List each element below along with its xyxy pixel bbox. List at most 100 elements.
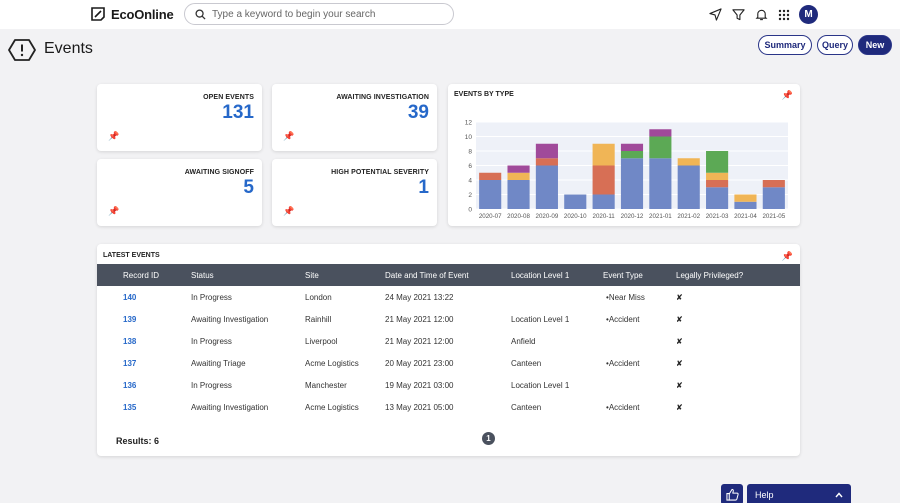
kpi-card-awaiting-signoff[interactable]: AWAITING SIGNOFF 5 📌 xyxy=(97,159,262,226)
bar-segment-2021-02-series-2[interactable] xyxy=(677,158,700,166)
bar-segment-2020-12-series-3[interactable] xyxy=(620,151,644,159)
kpi-card-open-events[interactable]: OPEN EVENTS 131 📌 xyxy=(97,84,262,151)
column-header[interactable]: Date and Time of Event xyxy=(385,270,469,280)
status-cell: Awaiting Investigation xyxy=(191,402,269,412)
bar-segment-2021-03-series-1[interactable] xyxy=(706,180,729,188)
record-id-link[interactable]: 137 xyxy=(123,358,137,368)
table-row[interactable]: 137 Awaiting Triage Acme Logistics 20 May 2… xyxy=(97,352,800,374)
bar-segment-2020-10-series-0[interactable] xyxy=(564,194,587,210)
y-tick-label: 10 xyxy=(465,134,473,141)
bar-segment-2020-08-series-0[interactable] xyxy=(507,180,530,209)
results-count: Results: 6 xyxy=(116,436,160,446)
column-header[interactable]: Site xyxy=(305,270,319,280)
y-tick-label: 8 xyxy=(468,149,472,156)
bar-segment-2021-01-series-0[interactable] xyxy=(649,158,672,209)
ecoonline-logo[interactable]: EcoOnline xyxy=(90,6,174,22)
x-tick-label: 2021-02 xyxy=(677,213,700,220)
feedback-button[interactable] xyxy=(721,484,743,503)
bar-segment-2021-01-series-4[interactable] xyxy=(649,129,672,137)
bar-segment-2020-11-series-1[interactable] xyxy=(592,165,615,195)
bar-segment-2021-03-series-0[interactable] xyxy=(706,187,729,209)
table-row[interactable]: 138 In Progress Liverpool 21 May 2021 12:00… xyxy=(97,330,800,352)
column-header[interactable]: Event Type xyxy=(603,270,643,280)
bar-segment-2020-09-series-0[interactable] xyxy=(535,165,558,210)
record-id-link[interactable]: 135 xyxy=(123,402,137,412)
bar-segment-2020-12-series-4[interactable] xyxy=(620,143,644,151)
record-id-link[interactable]: 140 xyxy=(123,292,137,302)
x-tick-label: 2020-09 xyxy=(536,213,559,220)
y-tick-label: 0 xyxy=(468,207,472,214)
apps-grid-icon[interactable] xyxy=(776,7,792,23)
location-cell: Anfield xyxy=(511,336,536,346)
y-tick-label: 12 xyxy=(465,120,473,127)
bar-segment-2021-01-series-3[interactable] xyxy=(649,136,672,159)
summary-button[interactable]: Summary xyxy=(758,35,812,55)
kpi-card-awaiting-investigation[interactable]: AWAITING INVESTIGATION 39 📌 xyxy=(272,84,437,151)
bar-segment-2020-08-series-4[interactable] xyxy=(507,165,530,173)
bar-segment-2021-05-series-0[interactable] xyxy=(762,187,785,209)
query-button[interactable]: Query xyxy=(817,35,853,55)
record-id-link[interactable]: 139 xyxy=(123,314,137,324)
pin-icon[interactable]: 📌 xyxy=(781,90,793,100)
status-cell: In Progress xyxy=(191,292,232,302)
bullet-icon: • xyxy=(606,292,609,302)
bar-segment-2021-03-series-3[interactable] xyxy=(706,151,729,173)
record-id-link[interactable]: 136 xyxy=(123,380,137,390)
pin-icon[interactable]: 📌 xyxy=(283,206,295,216)
new-button[interactable]: New xyxy=(858,35,892,55)
search-icon xyxy=(195,8,206,20)
location-cell: Location Level 1 xyxy=(511,314,570,324)
x-tick-label: 2021-05 xyxy=(762,213,785,220)
bar-segment-2020-07-series-0[interactable] xyxy=(479,180,502,209)
user-avatar[interactable]: M xyxy=(799,5,818,24)
bar-segment-2021-05-series-1[interactable] xyxy=(762,180,785,188)
status-cell: Awaiting Investigation xyxy=(191,314,269,324)
pin-icon[interactable]: 📌 xyxy=(108,131,120,141)
bar-segment-2020-11-series-0[interactable] xyxy=(592,194,615,210)
pin-icon[interactable]: 📌 xyxy=(108,206,120,216)
bullet-icon: • xyxy=(606,358,609,368)
bar-segment-2020-08-series-2[interactable] xyxy=(507,172,530,180)
bar-segment-2020-09-series-1[interactable] xyxy=(535,158,558,166)
bar-segment-2020-12-series-0[interactable] xyxy=(620,158,644,209)
event-type-cell: Near Miss xyxy=(608,292,645,302)
table-row[interactable]: 139 Awaiting Investigation Rainhill 21 May … xyxy=(97,308,800,330)
y-tick-label: 4 xyxy=(468,178,472,185)
column-header[interactable]: Record ID xyxy=(123,270,160,280)
kpi-card-high-potential-severity[interactable]: HIGH POTENTIAL SEVERITY 1 📌 xyxy=(272,159,437,226)
site-cell: Liverpool xyxy=(305,336,338,346)
bar-segment-2021-03-series-2[interactable] xyxy=(706,172,729,180)
search-input[interactable] xyxy=(212,8,442,20)
location-cell: Location Level 1 xyxy=(511,380,570,390)
kpi-value: 1 xyxy=(418,177,429,198)
datetime-cell: 24 May 2021 13:22 xyxy=(385,292,454,302)
bell-icon[interactable] xyxy=(753,7,769,23)
send-icon[interactable] xyxy=(707,7,723,23)
bar-segment-2020-11-series-2[interactable] xyxy=(592,143,615,166)
bar-segment-2021-02-series-0[interactable] xyxy=(677,165,700,210)
event-type-cell: Accident xyxy=(608,358,640,368)
bar-segment-2021-04-series-2[interactable] xyxy=(734,194,757,202)
pin-icon[interactable]: 📌 xyxy=(781,251,793,261)
record-id-link[interactable]: 138 xyxy=(123,336,137,346)
table-row[interactable]: 136 In Progress Manchester 19 May 2021 03:0… xyxy=(97,374,800,396)
table-row[interactable]: 135 Awaiting Investigation Acme Logistics 1… xyxy=(97,396,800,418)
legally-privileged-cell: ✘ xyxy=(676,336,683,346)
search-bar[interactable] xyxy=(184,3,454,25)
table-row[interactable]: 140 In Progress London 24 May 2021 13:22 • N… xyxy=(97,286,800,308)
kpi-label: OPEN EVENTS xyxy=(203,94,254,101)
help-button[interactable]: Help xyxy=(747,484,851,503)
column-header[interactable]: Status xyxy=(191,270,214,280)
bar-segment-2020-07-series-1[interactable] xyxy=(479,172,502,180)
status-cell: In Progress xyxy=(191,336,232,346)
event-type-cell: Accident xyxy=(608,402,640,412)
bar-segment-2021-04-series-0[interactable] xyxy=(734,201,757,209)
page-header: Events Summary Query New xyxy=(0,29,900,69)
bar-segment-2020-09-series-4[interactable] xyxy=(535,143,558,159)
column-header[interactable]: Location Level 1 xyxy=(511,270,570,280)
pin-icon[interactable]: 📌 xyxy=(283,131,295,141)
pagination-page-1[interactable]: 1 xyxy=(482,432,495,445)
column-header[interactable]: Legally Privileged? xyxy=(676,270,744,280)
site-cell: London xyxy=(305,292,332,302)
filter-icon[interactable] xyxy=(730,7,746,23)
